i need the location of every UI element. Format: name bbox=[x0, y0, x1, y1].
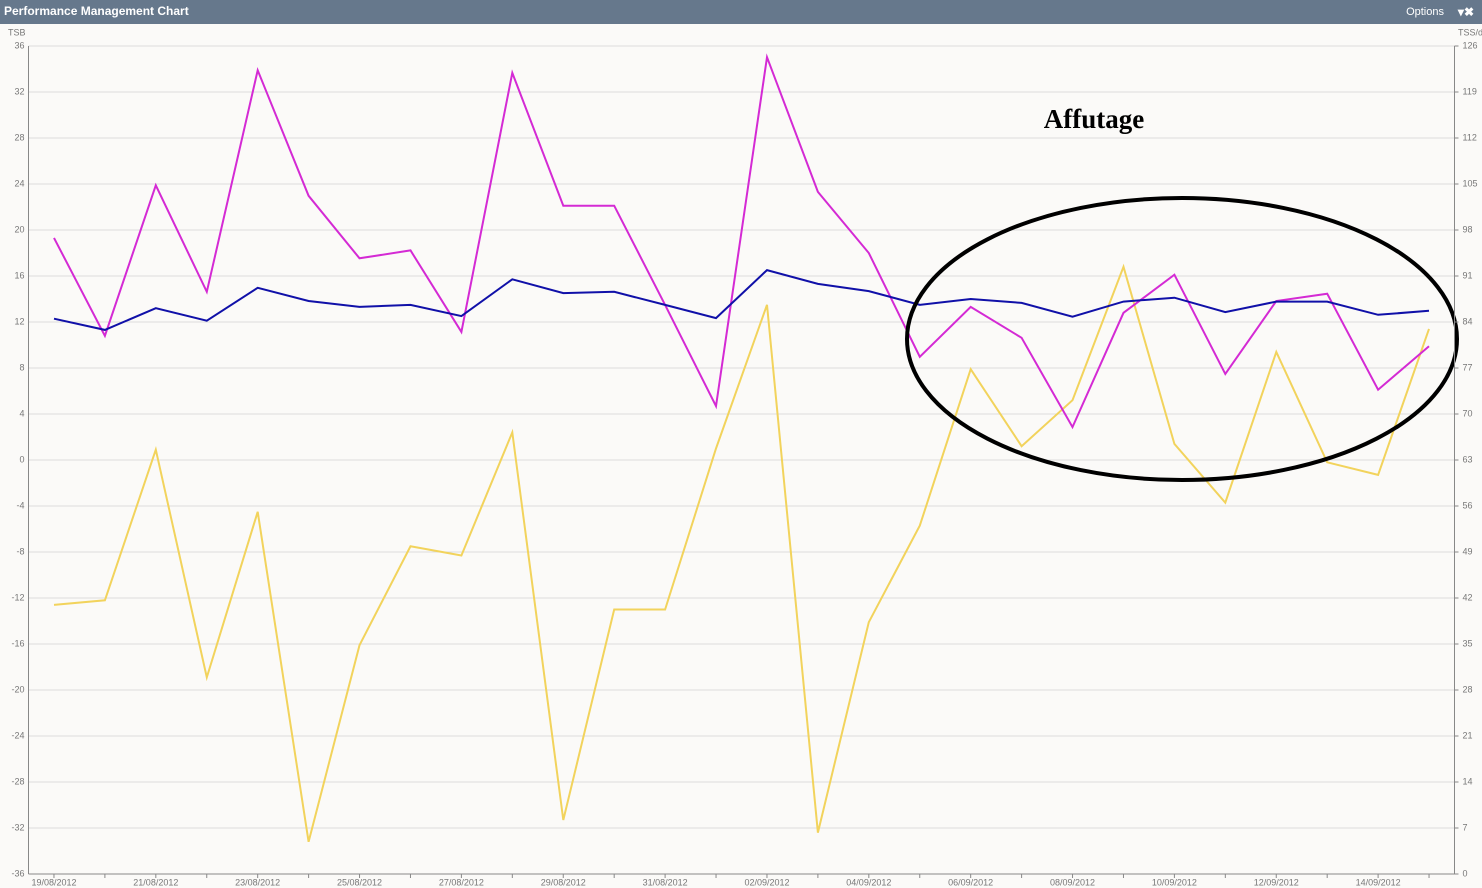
y2-tick-label: 98 bbox=[1463, 224, 1473, 234]
y-tick-label: 16 bbox=[14, 270, 24, 280]
y-tick-label: -4 bbox=[16, 500, 24, 510]
y2-tick-label: 105 bbox=[1463, 178, 1478, 188]
y2-tick-label: 77 bbox=[1463, 362, 1473, 372]
title-bar: Performance Management Chart Options ▾✖ bbox=[0, 0, 1482, 24]
y-tick-label: 20 bbox=[14, 224, 24, 234]
y-tick-label: -8 bbox=[16, 546, 24, 556]
y2-tick-label: 35 bbox=[1463, 638, 1473, 648]
x-tick-label: 08/09/2012 bbox=[1050, 877, 1095, 887]
y-tick-label: 0 bbox=[19, 454, 24, 464]
y2-axis-label: TSS/d bbox=[1458, 27, 1482, 37]
y-tick-label: 36 bbox=[14, 40, 24, 50]
x-tick-label: 25/08/2012 bbox=[337, 877, 382, 887]
y2-tick-label: 56 bbox=[1463, 500, 1473, 510]
chart: TSB TSS/d Affutage -36 -32 -28 -24 -20 -16 -12… bbox=[8, 27, 1482, 887]
y2-tick-label: 119 bbox=[1463, 86, 1477, 96]
options-menu[interactable]: Options bbox=[1406, 6, 1444, 18]
y-tick-label: 24 bbox=[14, 178, 24, 188]
y2-tick-label: 70 bbox=[1463, 408, 1473, 418]
y2-tick-label: 14 bbox=[1463, 776, 1473, 786]
y-tick-label: 32 bbox=[14, 86, 24, 96]
y2-tick-label: 63 bbox=[1463, 454, 1473, 464]
y-tick-label: -36 bbox=[11, 868, 24, 878]
x-tick-label: 23/08/2012 bbox=[235, 877, 280, 887]
y2-tick-label: 28 bbox=[1463, 684, 1473, 694]
y-axis-label: TSB bbox=[8, 27, 26, 37]
highlight-ellipse bbox=[905, 196, 1459, 482]
y2-tick-label: 0 bbox=[1463, 868, 1468, 878]
y2-tick-label: 49 bbox=[1463, 546, 1473, 556]
y2-tick-label: 126 bbox=[1463, 40, 1478, 50]
x-tick-label: 29/08/2012 bbox=[541, 877, 586, 887]
close-icon[interactable]: ▾✖ bbox=[1457, 5, 1474, 19]
series-line bbox=[53, 268, 1430, 331]
x-tick-label: 27/08/2012 bbox=[439, 877, 484, 887]
x-tick-label: 12/09/2012 bbox=[1254, 877, 1299, 887]
x-tick-label: 02/09/2012 bbox=[744, 877, 789, 887]
y-tick-label: -16 bbox=[11, 638, 24, 648]
y2-tick-label: 21 bbox=[1463, 730, 1473, 740]
y-tick-label: 28 bbox=[14, 132, 24, 142]
x-tick-label: 06/09/2012 bbox=[948, 877, 993, 887]
y-tick-label: -24 bbox=[11, 730, 24, 740]
x-tick-label: 14/09/2012 bbox=[1356, 877, 1401, 887]
x-tick-label: 04/09/2012 bbox=[846, 877, 891, 887]
y-tick-label: -28 bbox=[11, 776, 24, 786]
y-tick-label: 12 bbox=[14, 316, 24, 326]
y-tick-label: -32 bbox=[11, 822, 24, 832]
y2-tick-label: 91 bbox=[1463, 270, 1473, 280]
window-title: Performance Management Chart bbox=[4, 4, 189, 18]
y-tick-label: 8 bbox=[19, 362, 24, 372]
x-tick-label: 19/08/2012 bbox=[31, 877, 76, 887]
y2-tick-label: 42 bbox=[1463, 592, 1473, 602]
annotation: Affutage bbox=[1044, 104, 1144, 134]
x-tick-label: 31/08/2012 bbox=[643, 877, 688, 887]
y-tick-label: -12 bbox=[11, 592, 24, 602]
y-tick-label: -20 bbox=[11, 684, 24, 694]
x-tick-label: 10/09/2012 bbox=[1152, 877, 1197, 887]
y2-tick-label: 112 bbox=[1463, 132, 1477, 142]
series-line bbox=[53, 53, 1430, 430]
y2-tick-label: 84 bbox=[1463, 316, 1473, 326]
y-tick-label: 4 bbox=[19, 408, 24, 418]
series-line bbox=[53, 263, 1430, 843]
x-tick-label: 21/08/2012 bbox=[133, 877, 178, 887]
y2-tick-label: 7 bbox=[1463, 822, 1468, 832]
